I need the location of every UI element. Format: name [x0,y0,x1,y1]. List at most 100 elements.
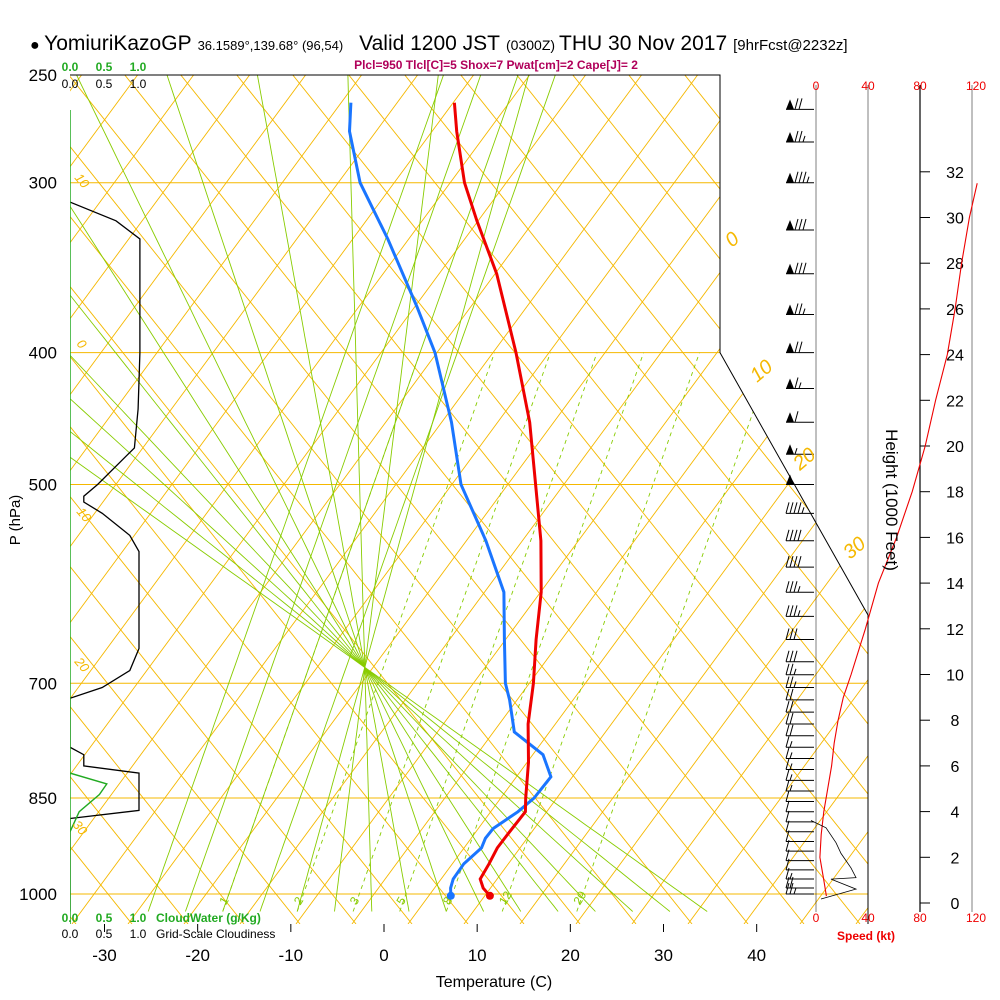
height-tick-label: 14 [946,576,964,593]
moist-adiabat-line [147,75,444,912]
dry-adiabat-line [823,75,868,924]
pressure-tick-label: 400 [29,344,57,363]
dry-adiabats [0,0,868,924]
moist-adiabat-line [256,75,410,912]
speed-tick-bottom: 120 [966,911,986,925]
mixing-ratio-line [501,352,700,912]
speed-tick-top: 40 [861,79,875,93]
moist-adiabat-line [70,75,596,912]
height-tick-label: 30 [946,211,964,228]
adiabat-value-label: 0 [721,228,744,252]
dry-adiabat-line [70,75,189,924]
cloudiness-profile [70,110,141,924]
chart-title: ● YomiuriKazoGP 36.1589°,139.68° (96,54) V… [30,32,848,55]
station-coords: 36.1589°,139.68° (96,54) [198,38,344,53]
wind-barb [785,650,814,663]
cloudiness-tick-top: 0.0 [62,77,79,91]
height-tick-label: 22 [946,393,964,410]
isotherm-line [351,75,868,924]
mixing-ratio-line [399,352,598,912]
dry-adiabat-line [70,75,525,924]
speed-tick-bottom: 80 [913,911,927,925]
dry-adiabat-line [0,0,20,924]
dry-adiabat-line [70,75,861,924]
wind-barb [786,171,814,184]
dry-adiabat-line [70,75,868,924]
height-tick-label: 32 [946,165,964,182]
cloudiness-tick-top: 1.0 [130,77,147,91]
wind-barb [785,700,814,713]
forecast-info: [9hrFcst@2232z] [733,37,847,54]
wind-barb [785,779,814,792]
wind-barb [785,747,814,759]
wind-barb [785,790,814,802]
moist-adiabat-line [184,75,482,912]
y-axis-title: P (hPa) [7,495,24,546]
isotherm-line [575,75,868,924]
wind-barb [786,474,814,485]
wind-barb [786,218,814,231]
height-tick-label: 20 [946,439,964,456]
isotherm-line [0,0,40,924]
speed-tick-top: 80 [913,79,927,93]
mixing-ratio-label: 12 [496,888,515,907]
wind-barb [785,529,814,542]
moist-adiabat-line [70,75,522,912]
isotherm-line [407,75,868,924]
speed-tick-top: 0 [813,79,820,93]
height-tick-label: 24 [946,348,964,365]
dry-adiabat-line [70,75,868,924]
pressure-tick-label: 1000 [19,885,57,904]
moist-adiabat-line [70,75,634,912]
adiabat-value-label: 10 [746,356,777,387]
dry-adiabat-line [70,75,868,924]
height-tick-label: 2 [951,850,960,867]
pressure-tick-label: 250 [29,66,57,85]
cloudiness-tick-top: 0.5 [96,77,113,91]
height-tick-label: 10 [946,668,964,685]
station-bullet: ● [30,37,44,54]
x-tick-label: -20 [185,946,210,965]
isotherm-line [70,75,209,924]
height-tick-label: 8 [951,713,960,730]
station-name: YomiuriKazoGP [44,32,191,55]
valid-time: Valid 1200 JST [359,32,500,55]
mixing-ratio-label: 20 [570,888,589,907]
height-tick-label: 28 [946,256,964,273]
wind-speed-line [819,183,978,897]
dry-adiabat-line [151,75,868,924]
height-tick-label: 12 [946,622,964,639]
cloudwater-tick-bottom: 0.0 [62,911,79,925]
valid-utc: (0300Z) [506,37,555,53]
wind-barb [786,303,814,316]
cloudiness-line [70,201,141,912]
speed-tick-top: 120 [966,79,986,93]
wind-barb [785,830,814,843]
pressure-tick-label: 500 [29,476,57,495]
adiabat-label-left: 10 [72,170,93,191]
dry-adiabat-line [70,75,693,924]
moist-adiabat-line [296,75,530,912]
isotherm-line [70,75,713,924]
dry-adiabat-line [711,75,868,924]
wind-barb [785,800,814,813]
hodograph-trace [810,820,858,900]
mixing-ratio-line [576,352,775,912]
surface-dewpoint-dot [446,891,455,900]
isotherm-line [70,75,769,924]
mixing-ratio-line [296,352,495,912]
dry-adiabat-line [207,75,868,924]
cloudwater-tick-top: 0.5 [96,60,113,74]
mixing-ratio-line [222,352,421,912]
temperature-line [452,102,543,897]
wind-barb [785,605,814,617]
dry-adiabat-line [487,75,868,924]
wind-barb [786,411,814,423]
mixing-ratio-line [352,352,551,912]
adiabat-value-label: 20 [788,444,820,476]
isotherm-line [70,75,868,924]
dry-adiabat-line [431,75,868,924]
wind-barb [785,724,814,737]
dry-adiabat-line [70,75,868,924]
moist-adiabat-line [166,75,447,912]
